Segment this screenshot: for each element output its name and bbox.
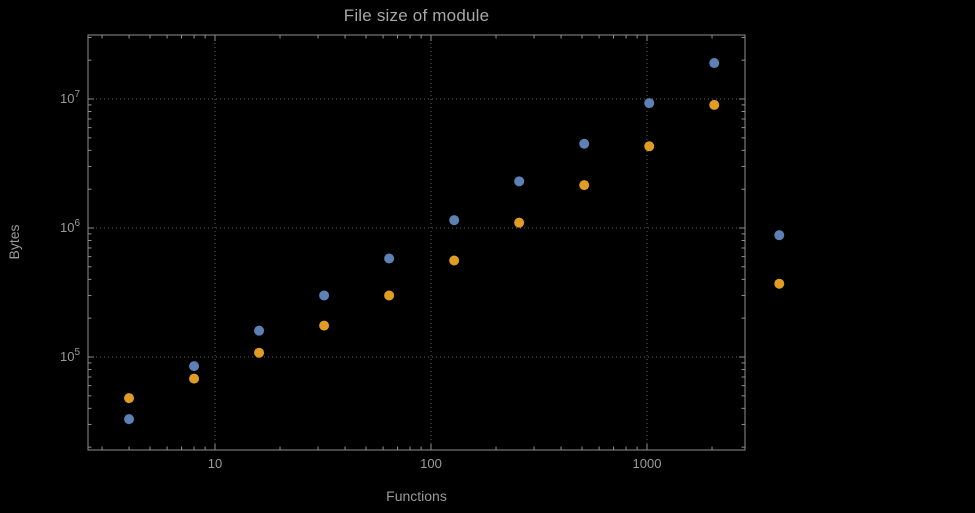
orange-series-point <box>579 180 590 191</box>
y-tick-label: 107 <box>60 89 80 106</box>
y-tick-label: 105 <box>60 347 80 364</box>
x-tick-label: 1000 <box>633 456 662 471</box>
x-axis-label: Functions <box>386 488 447 504</box>
blue-series-point <box>709 58 720 69</box>
orange-series-point <box>254 347 265 358</box>
y-tick-label: 106 <box>60 218 80 235</box>
blue-series-point <box>514 176 525 187</box>
orange-series-point <box>319 320 330 331</box>
blue-series-point <box>449 215 460 226</box>
blue-series-point <box>254 325 265 336</box>
blue-series-point <box>774 230 785 241</box>
x-tick-label: 10 <box>208 456 222 471</box>
orange-series-point <box>774 278 785 289</box>
orange-series-point <box>644 141 655 152</box>
orange-series-point <box>189 373 200 384</box>
x-tick-label: 100 <box>420 456 442 471</box>
orange-series-point <box>449 255 460 266</box>
orange-series-point <box>514 217 525 228</box>
blue-series-point <box>579 138 590 149</box>
chart-title: File size of module <box>343 6 490 25</box>
blue-series-point <box>644 98 655 109</box>
orange-series-point <box>384 290 395 301</box>
blue-series-point <box>124 414 135 425</box>
orange-series-point <box>124 393 135 404</box>
blue-series-point <box>189 361 200 372</box>
blue-series-point <box>384 253 395 264</box>
orange-series-point <box>709 99 720 110</box>
plot-frame <box>87 34 746 451</box>
blue-series-point <box>319 290 330 301</box>
